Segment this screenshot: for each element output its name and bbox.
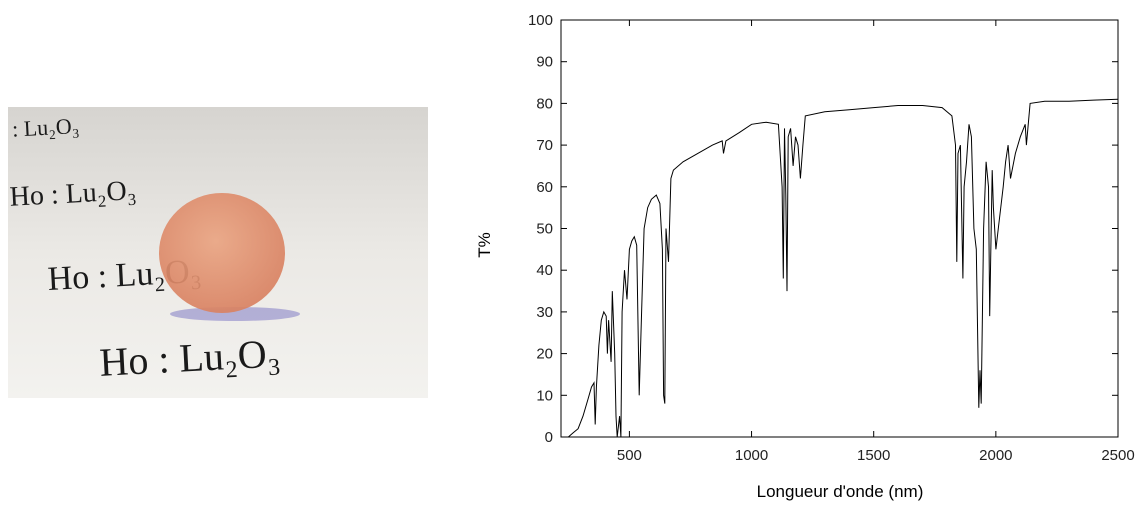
photo-text: Ho : Lu₂O₃	[98, 330, 281, 384]
y-tick-label: 0	[545, 429, 553, 446]
y-tick-label: 80	[536, 95, 553, 112]
x-tick-label: 500	[617, 447, 642, 464]
y-tick-label: 60	[536, 179, 553, 196]
y-tick-label: 20	[536, 346, 553, 363]
y-tick-label: 100	[528, 12, 553, 29]
y-tick-label: 10	[536, 387, 553, 404]
x-tick-label: 1000	[735, 447, 768, 464]
shadow	[170, 307, 300, 321]
y-tick-label: 40	[536, 262, 553, 279]
photo: Ho : Lu₂O₃ Ho : Lu₂O₃ Ho : Lu₂O₃ Ho : Lu…	[0, 107, 428, 398]
x-tick-label: 2000	[979, 447, 1012, 464]
x-axis-title: Longueur d'onde (nm)	[757, 482, 924, 501]
x-tick-label: 1500	[857, 447, 890, 464]
y-tick-label: 90	[536, 54, 553, 71]
y-tick-label: 70	[536, 137, 553, 154]
photo-text: Ho : Lu₂O₃	[9, 175, 137, 213]
y-axis-title: T%	[475, 232, 494, 258]
y-tick-label: 50	[536, 221, 553, 238]
crystal	[159, 193, 285, 313]
photo-text: Ho : Lu₂O₃	[0, 113, 80, 143]
x-tick-label: 2500	[1101, 447, 1134, 464]
y-tick-label: 30	[536, 304, 553, 321]
spectrum-line	[567, 98, 1119, 438]
